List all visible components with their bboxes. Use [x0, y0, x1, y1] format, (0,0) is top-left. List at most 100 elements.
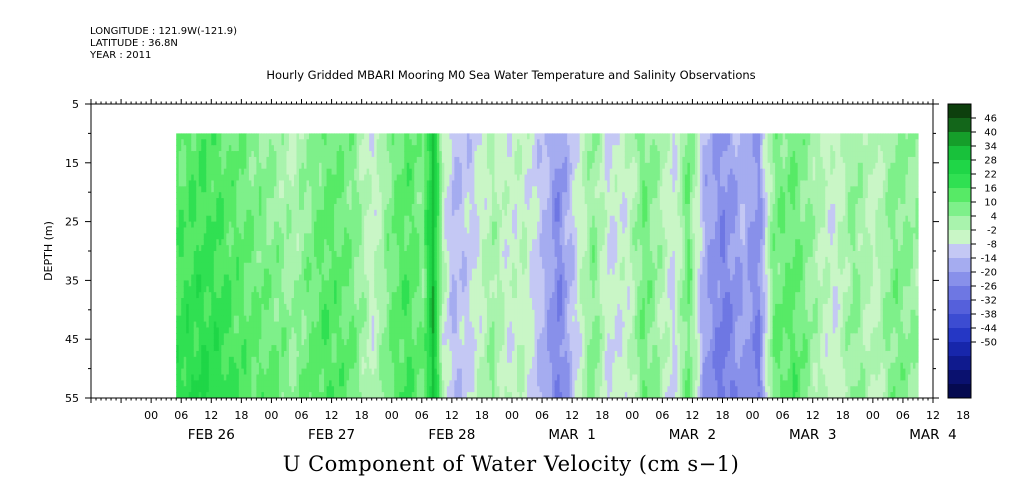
heatmap-cell: [431, 251, 435, 258]
heatmap-cell: [406, 256, 410, 264]
heatmap-cell: [298, 133, 303, 140]
heatmap-cell: [314, 186, 318, 193]
heatmap-cell: [263, 386, 268, 393]
heatmap-cell: [334, 156, 338, 164]
heatmap-cell: [191, 203, 195, 211]
heatmap-cell: [218, 274, 222, 281]
heatmap-cell: [251, 356, 255, 364]
heatmap-cell: [451, 368, 455, 376]
heatmap-cell: [379, 198, 383, 205]
heatmap-cell: [321, 392, 325, 398]
heatmap-cell: [361, 156, 365, 164]
heatmap-cell: [291, 262, 295, 270]
heatmap-cell: [314, 139, 318, 146]
heatmap-cell: [251, 327, 255, 334]
heatmap-cell: [389, 321, 393, 329]
heatmap-cell: [223, 239, 227, 246]
heatmap-cell: [349, 303, 353, 311]
heatmap-cell: [304, 309, 308, 317]
heatmap-cell: [419, 315, 423, 323]
heatmap-cell: [404, 221, 408, 229]
heatmap-cell: [228, 198, 232, 205]
heatmap-cell: [193, 350, 197, 358]
heatmap-cell: [316, 350, 320, 358]
heatmap-cell: [281, 227, 285, 234]
heatmap-cell: [283, 286, 288, 293]
heatmap-cell: [394, 203, 398, 211]
heatmap-cell: [248, 309, 252, 317]
heatmap-cell: [389, 133, 393, 140]
heatmap-cell: [369, 327, 373, 334]
heatmap-cell: [191, 168, 195, 176]
heatmap-cell: [223, 215, 227, 223]
heatmap-cell: [258, 356, 263, 364]
heatmap-cell: [256, 333, 260, 340]
heatmap-cell: [236, 180, 240, 187]
heatmap-cell: [426, 333, 430, 340]
heatmap-cell: [243, 139, 247, 146]
heatmap-cell: [419, 180, 423, 187]
heatmap-cell: [384, 321, 388, 329]
heatmap-cell: [389, 303, 393, 311]
heatmap-cell: [389, 333, 393, 340]
heatmap-cell: [223, 350, 227, 358]
heatmap-cell: [389, 309, 393, 317]
heatmap-cell: [354, 209, 358, 217]
heatmap-cell: [273, 233, 278, 240]
heatmap-cell: [446, 180, 450, 187]
heatmap-cell: [213, 174, 217, 182]
heatmap-cell: [231, 221, 235, 229]
heatmap-cell: [233, 256, 237, 264]
heatmap-cell: [216, 274, 220, 281]
heatmap-cell: [361, 333, 365, 340]
heatmap-cell: [436, 168, 440, 176]
heatmap-cell: [391, 233, 395, 240]
heatmap-cell: [183, 209, 187, 217]
heatmap-cell: [424, 356, 428, 364]
heatmap-cell: [261, 174, 265, 182]
heatmap-cell: [341, 339, 345, 346]
heatmap-cell: [271, 274, 275, 281]
heatmap-cell: [439, 356, 443, 364]
heatmap-cell: [201, 333, 205, 340]
heatmap-cell: [311, 156, 315, 164]
heatmap-cell: [394, 180, 398, 187]
heatmap-cell: [233, 292, 237, 299]
heatmap-cell: [379, 174, 383, 182]
heatmap-cell: [431, 286, 435, 293]
heatmap-cell: [241, 233, 245, 240]
heatmap-cell: [399, 298, 403, 305]
heatmap-cell: [391, 362, 395, 370]
heatmap-cell: [441, 280, 445, 287]
heatmap-cell: [223, 186, 227, 193]
heatmap-cell: [341, 380, 345, 387]
heatmap-cell: [441, 139, 445, 146]
heatmap-cell: [391, 327, 395, 334]
heatmap-cell: [223, 233, 227, 240]
heatmap-cell: [354, 174, 358, 182]
heatmap-cell: [411, 145, 415, 152]
heatmap-cell: [288, 333, 293, 340]
heatmap-cell: [208, 239, 212, 246]
heatmap-cell: [278, 292, 283, 299]
heatmap-cell: [243, 221, 247, 229]
heatmap-cell: [349, 168, 353, 176]
heatmap-cell: [266, 186, 270, 193]
heatmap-cell: [181, 251, 185, 258]
heatmap-cell: [201, 298, 205, 305]
heatmap-cell: [281, 239, 285, 246]
heatmap-cell: [243, 321, 247, 329]
heatmap-cell: [319, 192, 323, 199]
heatmap-cell: [301, 268, 305, 276]
heatmap-cell: [341, 327, 345, 334]
heatmap-cell: [421, 292, 425, 299]
heatmap-cell: [436, 392, 440, 398]
heatmap-cell: [384, 209, 388, 217]
heatmap-cell: [411, 209, 415, 217]
heatmap-cell: [324, 362, 328, 370]
heatmap-cell: [293, 227, 298, 234]
heatmap-cell: [183, 368, 187, 376]
heatmap-cell: [188, 239, 192, 246]
heatmap-cell: [216, 198, 220, 205]
heatmap-cell: [248, 151, 252, 158]
